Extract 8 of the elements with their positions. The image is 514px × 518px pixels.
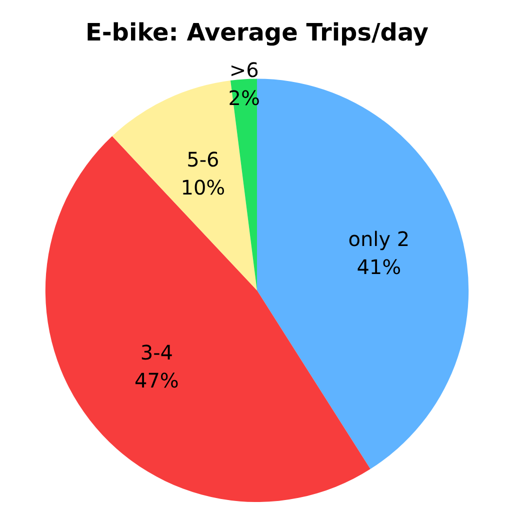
- data-label: 47%: [134, 368, 179, 392]
- slice-label: 3-4: [140, 340, 174, 364]
- chart-title: E-bike: Average Trips/day: [85, 18, 429, 47]
- slice-label: >6: [229, 58, 259, 82]
- data-label: 10%: [180, 176, 226, 200]
- slice-label: only 2: [348, 227, 410, 252]
- data-label: 41%: [356, 255, 402, 280]
- slice-label: 5-6: [186, 148, 220, 172]
